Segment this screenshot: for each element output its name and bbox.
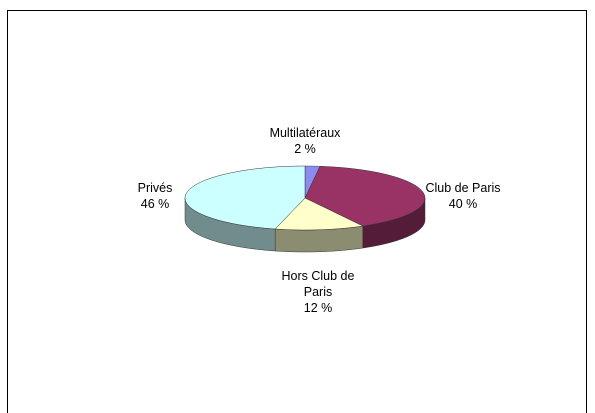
slice [184, 165, 306, 230]
category-label: Privés [137, 181, 173, 195]
chart-frame [7, 10, 587, 413]
value-label: 2 % [294, 142, 316, 156]
slice-label: Club de Paris 40 % [408, 180, 518, 212]
category-label: Hors Club de Paris [281, 269, 355, 299]
value-label: 46 % [140, 197, 170, 211]
slice [304, 165, 426, 227]
slice-label: Privés 46 % [115, 180, 195, 212]
slice [274, 197, 364, 231]
category-label: Multilatéraux [269, 126, 341, 140]
value-label: 12 % [303, 301, 333, 315]
value-label: 40 % [448, 197, 478, 211]
slice-label: Multilatéraux 2 % [250, 125, 360, 157]
slice-label: Hors Club de Paris 12 % [273, 268, 363, 316]
category-label: Club de Paris [425, 181, 501, 195]
